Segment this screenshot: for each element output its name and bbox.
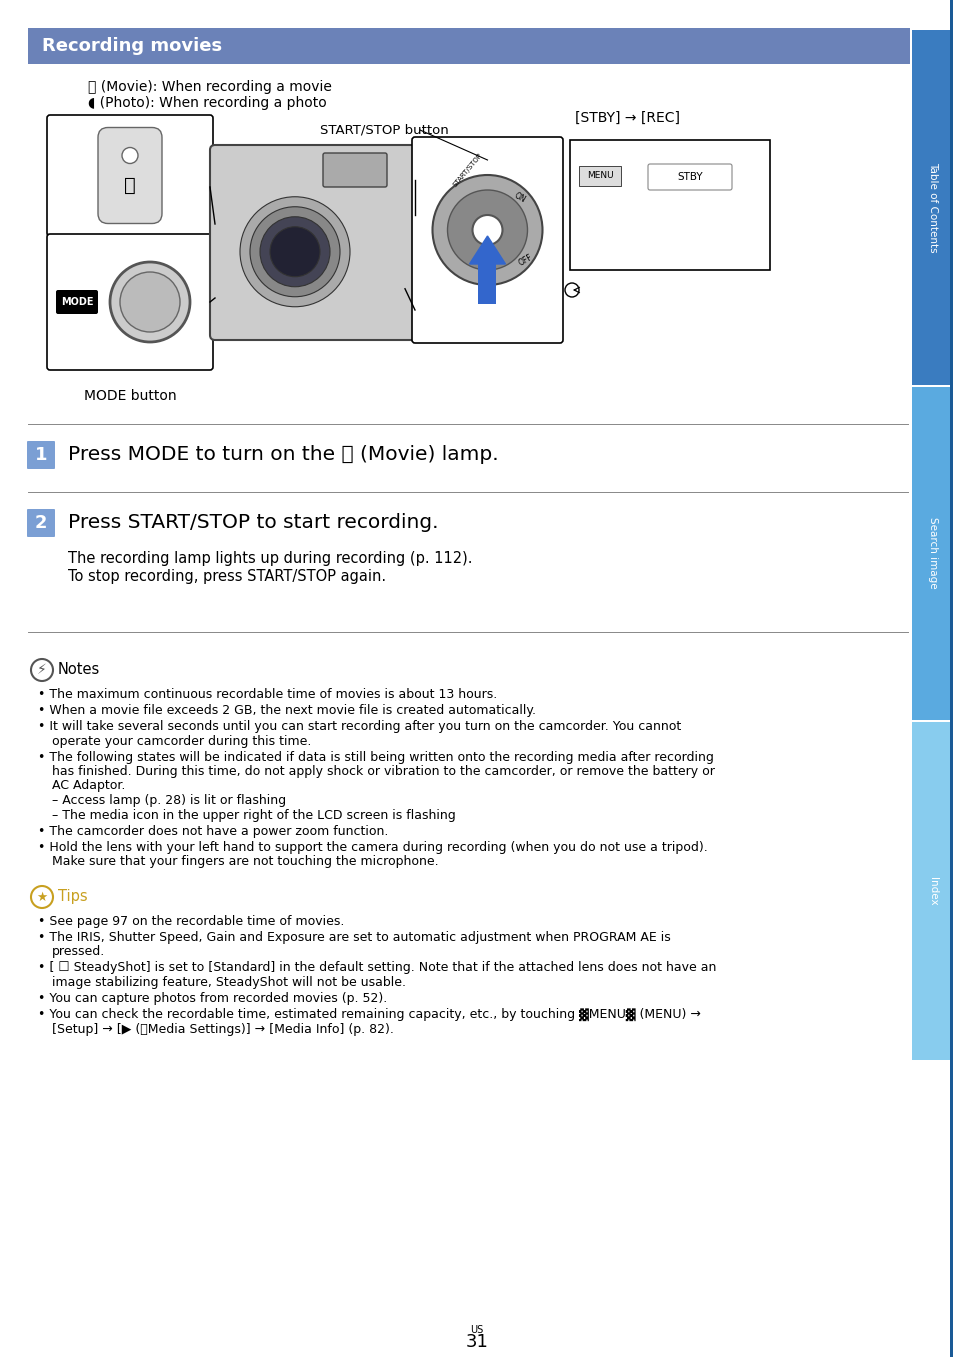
Text: STBY: STBY — [677, 172, 702, 182]
Text: • You can check the recordable time, estimated remaining capacity, etc., by touc: • You can check the recordable time, est… — [38, 1008, 700, 1022]
Text: Make sure that your fingers are not touching the microphone.: Make sure that your fingers are not touc… — [52, 855, 438, 868]
Text: 2: 2 — [34, 514, 48, 532]
Text: • The following states will be indicated if data is still being written onto the: • The following states will be indicated… — [38, 750, 713, 764]
Text: US: US — [470, 1324, 483, 1335]
Text: 31: 31 — [465, 1333, 488, 1352]
Circle shape — [110, 262, 190, 342]
Text: Press START/STOP to start recording.: Press START/STOP to start recording. — [68, 513, 438, 532]
FancyBboxPatch shape — [647, 164, 731, 190]
Circle shape — [240, 197, 350, 307]
Text: Tips: Tips — [58, 889, 88, 905]
FancyBboxPatch shape — [27, 509, 55, 537]
Bar — [949, 0, 953, 1357]
FancyBboxPatch shape — [412, 137, 562, 343]
Text: • When a movie file exceeds 2 GB, the next movie file is created automatically.: • When a movie file exceeds 2 GB, the ne… — [38, 704, 536, 716]
Circle shape — [30, 886, 53, 908]
Text: Press MODE to turn on the ⧖ (Movie) lamp.: Press MODE to turn on the ⧖ (Movie) lamp… — [68, 445, 498, 464]
Text: • See page 97 on the recordable time of movies.: • See page 97 on the recordable time of … — [38, 915, 344, 928]
Text: Table of Contents: Table of Contents — [927, 161, 937, 252]
Text: 1: 1 — [34, 446, 48, 464]
FancyBboxPatch shape — [56, 290, 98, 313]
Text: MODE: MODE — [61, 297, 93, 307]
Circle shape — [120, 271, 180, 332]
Text: ★: ★ — [36, 890, 48, 904]
Text: • You can capture photos from recorded movies (p. 52).: • You can capture photos from recorded m… — [38, 992, 387, 1006]
Bar — [911, 387, 953, 721]
Text: ⧖ (Movie): When recording a movie: ⧖ (Movie): When recording a movie — [88, 80, 332, 94]
Circle shape — [250, 206, 339, 297]
FancyBboxPatch shape — [27, 441, 55, 470]
FancyBboxPatch shape — [47, 115, 213, 236]
FancyBboxPatch shape — [323, 153, 387, 187]
Text: Notes: Notes — [58, 662, 100, 677]
Bar — [28, 28, 909, 64]
Text: [STBY] → [REC]: [STBY] → [REC] — [575, 111, 679, 125]
Text: • The maximum continuous recordable time of movies is about 13 hours.: • The maximum continuous recordable time… — [38, 688, 497, 702]
Circle shape — [30, 660, 53, 681]
Text: [Setup] → [▶ (⎄Media Settings)] → [Media Info] (p. 82).: [Setup] → [▶ (⎄Media Settings)] → [Media… — [52, 1023, 394, 1035]
Circle shape — [432, 175, 542, 285]
Text: ◖ (Photo): When recording a photo: ◖ (Photo): When recording a photo — [88, 96, 327, 110]
Circle shape — [122, 148, 138, 163]
Text: ⧖: ⧖ — [124, 176, 135, 195]
Bar — [911, 722, 953, 1060]
FancyBboxPatch shape — [210, 145, 419, 341]
Circle shape — [564, 284, 578, 297]
Text: • Hold the lens with your left hand to support the camera during recording (when: • Hold the lens with your left hand to s… — [38, 840, 707, 854]
Text: Recording movies: Recording movies — [42, 37, 222, 56]
Circle shape — [270, 227, 319, 277]
Text: AC Adaptor.: AC Adaptor. — [52, 779, 125, 792]
Text: START/STOP: START/STOP — [452, 152, 483, 189]
Text: • [ ☐ SteadyShot] is set to [Standard] in the default setting. Note that if the : • [ ☐ SteadyShot] is set to [Standard] i… — [38, 962, 716, 974]
Circle shape — [260, 217, 330, 286]
Text: • It will take several seconds until you can start recording after you turn on t: • It will take several seconds until you… — [38, 721, 680, 733]
Bar — [569, 140, 769, 270]
Text: • The IRIS, Shutter Speed, Gain and Exposure are set to automatic adjustment whe: • The IRIS, Shutter Speed, Gain and Expo… — [38, 931, 670, 944]
Bar — [478, 265, 496, 304]
Bar — [911, 30, 953, 385]
Circle shape — [447, 190, 527, 270]
FancyBboxPatch shape — [47, 233, 213, 370]
Text: – Access lamp (p. 28) is lit or flashing: – Access lamp (p. 28) is lit or flashing — [52, 794, 286, 807]
Text: ⚡: ⚡ — [37, 664, 47, 677]
FancyBboxPatch shape — [578, 166, 620, 186]
Text: MENU: MENU — [586, 171, 613, 180]
Polygon shape — [469, 236, 505, 265]
Text: ON: ON — [512, 191, 526, 205]
Text: START/STOP button: START/STOP button — [319, 123, 448, 137]
Text: To stop recording, press START/STOP again.: To stop recording, press START/STOP agai… — [68, 569, 386, 584]
Text: image stabilizing feature, SteadyShot will not be usable.: image stabilizing feature, SteadyShot wi… — [52, 976, 406, 989]
Text: The recording lamp lights up during recording (p. 112).: The recording lamp lights up during reco… — [68, 551, 472, 566]
Text: – The media icon in the upper right of the LCD screen is flashing: – The media icon in the upper right of t… — [52, 809, 456, 821]
Text: pressed.: pressed. — [52, 946, 105, 958]
Text: operate your camcorder during this time.: operate your camcorder during this time. — [52, 734, 311, 748]
Text: has finished. During this time, do not apply shock or vibration to the camcorder: has finished. During this time, do not a… — [52, 765, 714, 778]
Text: Search image: Search image — [927, 517, 937, 589]
Text: OFF: OFF — [517, 252, 534, 267]
Circle shape — [472, 214, 502, 246]
FancyBboxPatch shape — [98, 128, 162, 224]
Text: MODE button: MODE button — [84, 389, 176, 403]
Text: • The camcorder does not have a power zoom function.: • The camcorder does not have a power zo… — [38, 825, 388, 837]
Text: Index: Index — [927, 877, 937, 905]
